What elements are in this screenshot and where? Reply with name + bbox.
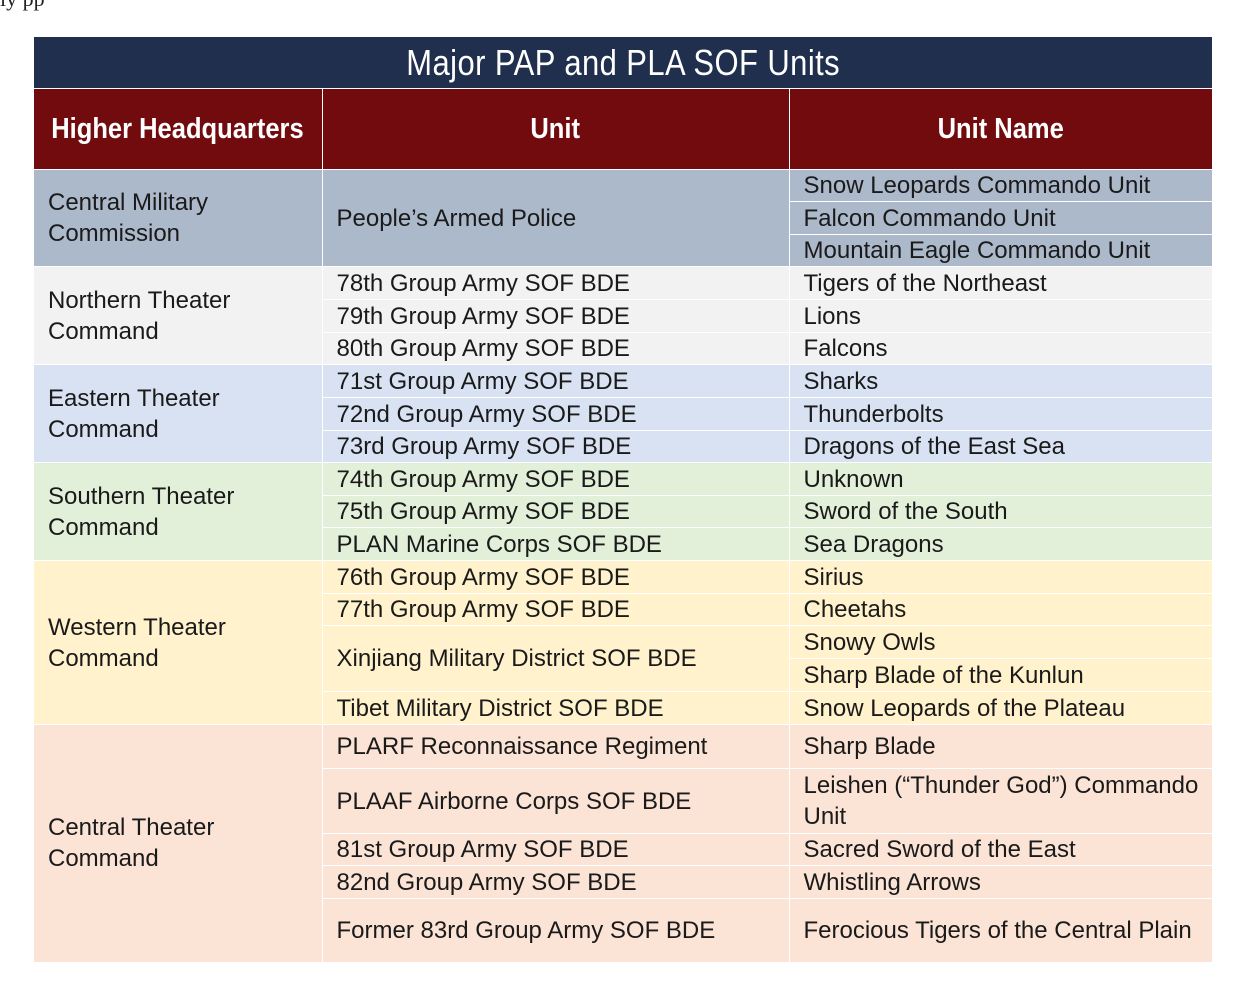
unit-cell: 71st Group Army SOF BDE	[321, 364, 789, 398]
unit-cell: 77th Group Army SOF BDE	[321, 593, 789, 626]
unit-name-cell: Falcons	[788, 332, 1213, 365]
unit-name-cell: Snow Leopards Commando Unit	[788, 169, 1213, 202]
table-row: Mountain Eagle Commando Unit	[34, 234, 1213, 267]
table-row: 79th Group Army SOF BDE Lions	[34, 299, 1213, 333]
table-row: 77th Group Army SOF BDE Cheetahs	[34, 593, 1213, 626]
preceding-text-fragment: ly pp	[0, 0, 45, 12]
unit-name-cell: Falcon Commando Unit	[788, 201, 1213, 235]
table-row: Eastern Theater Command 71st Group Army S…	[34, 364, 1213, 463]
table-body: Central Military Commission People’s Arme…	[34, 169, 1213, 962]
higher-headquarters-cell: Central Military Commission	[34, 169, 322, 267]
unit-cell: 80th Group Army SOF BDE	[321, 332, 789, 365]
unit-cell: PLAN Marine Corps SOF BDE	[321, 527, 789, 561]
table-row: 80th Group Army SOF BDE Falcons	[34, 332, 1213, 365]
unit-cell: People’s Armed Police	[321, 169, 789, 267]
unit-cell: Tibet Military District SOF BDE	[321, 691, 789, 725]
unit-cell: PLARF Reconnaissance Regiment	[321, 724, 789, 769]
table-row: Former 83rd Group Army SOF BDE Ferocious …	[34, 898, 1213, 962]
table-row: Central Theater Command PLARF Reconnaissa…	[34, 724, 1213, 962]
header-label: Unit	[530, 113, 581, 145]
unit-name-cell: Cheetahs	[788, 593, 1213, 626]
table-row: Northern Theater Command 78th Group Army …	[34, 266, 1213, 365]
table-row: Southern Theater Command 74th Group Army …	[34, 462, 1213, 561]
table-row: 82nd Group Army SOF BDE Whistling Arrows	[34, 865, 1213, 899]
higher-headquarters-cell: Western Theater Command	[34, 560, 322, 725]
table-row: 75th Group Army SOF BDE Sword of the Sout…	[34, 495, 1213, 528]
unit-name-cell: Unknown	[788, 462, 1213, 496]
unit-name-cell: Snow Leopards of the Plateau	[788, 691, 1213, 725]
table-row: PLAAF Airborne Corps SOF BDE Leishen (“Th…	[34, 768, 1213, 834]
table-row: 73rd Group Army SOF BDE Dragons of the Ea…	[34, 430, 1213, 463]
unit-name-cell: Sacred Sword of the East	[788, 833, 1213, 866]
unit-name-cell: Dragons of the East Sea	[788, 430, 1213, 463]
unit-name-cell: Thunderbolts	[788, 397, 1213, 431]
unit-name-cell: Sea Dragons	[788, 527, 1213, 561]
table-title: Major PAP and PLA SOF Units	[34, 37, 1213, 89]
higher-headquarters-cell: Southern Theater Command	[34, 462, 322, 561]
unit-name-cell: Sharp Blade	[788, 724, 1213, 769]
table-row: Tibet Military District SOF BDE Snow Leop…	[34, 691, 1213, 725]
higher-headquarters-cell: Northern Theater Command	[34, 266, 322, 365]
unit-name-cell: Tigers of the Northeast	[788, 266, 1213, 300]
table-row: Sharp Blade of the Kunlun	[34, 658, 1213, 692]
table-row: 81st Group Army SOF BDE Sacred Sword of t…	[34, 833, 1213, 866]
header-label: Unit Name	[937, 113, 1064, 145]
table-row: Xinjiang Military District SOF BDE Snowy …	[34, 625, 1213, 692]
unit-cell: 76th Group Army SOF BDE	[321, 560, 789, 594]
table-row: Western Theater Command 76th Group Army S…	[34, 560, 1213, 725]
unit-name-cell: Ferocious Tigers of the Central Plain	[788, 898, 1213, 962]
unit-name-cell: Mountain Eagle Commando Unit	[788, 234, 1213, 267]
unit-name-cell: Whistling Arrows	[788, 865, 1213, 899]
unit-name-cell: Snowy Owls	[788, 625, 1213, 659]
higher-headquarters-cell: Central Theater Command	[34, 724, 322, 962]
unit-cell: 81st Group Army SOF BDE	[321, 833, 789, 866]
unit-name-cell: Sharp Blade of the Kunlun	[788, 658, 1213, 692]
table-row: PLAN Marine Corps SOF BDE Sea Dragons	[34, 527, 1213, 561]
higher-headquarters-cell: Eastern Theater Command	[34, 364, 322, 463]
header-label: Higher Headquarters	[51, 113, 304, 145]
unit-cell: 72nd Group Army SOF BDE	[321, 397, 789, 431]
table-row: 72nd Group Army SOF BDE Thunderbolts	[34, 397, 1213, 431]
unit-name-cell: Leishen (“Thunder God”) Commando Unit	[788, 768, 1213, 834]
unit-cell: 73rd Group Army SOF BDE	[321, 430, 789, 463]
header-unit: Unit	[321, 88, 789, 170]
unit-cell: 78th Group Army SOF BDE	[321, 266, 789, 300]
unit-name-cell: Sword of the South	[788, 495, 1213, 528]
sof-units-table: Major PAP and PLA SOF Units Higher Headq…	[34, 37, 1213, 962]
header-unit-name: Unit Name	[788, 88, 1213, 170]
table-title-text: Major PAP and PLA SOF Units	[406, 41, 840, 83]
unit-cell: 79th Group Army SOF BDE	[321, 299, 789, 333]
table-row: Falcon Commando Unit	[34, 201, 1213, 235]
unit-cell: PLAAF Airborne Corps SOF BDE	[321, 768, 789, 834]
unit-name-cell: Lions	[788, 299, 1213, 333]
unit-cell: 75th Group Army SOF BDE	[321, 495, 789, 528]
unit-cell: 74th Group Army SOF BDE	[321, 462, 789, 496]
unit-name-cell: Sharks	[788, 364, 1213, 398]
unit-cell: Former 83rd Group Army SOF BDE	[321, 898, 789, 962]
header-higher-headquarters: Higher Headquarters	[34, 88, 322, 170]
table-row: Central Military Commission People’s Arme…	[34, 169, 1213, 267]
unit-cell: 82nd Group Army SOF BDE	[321, 865, 789, 899]
unit-cell: Xinjiang Military District SOF BDE	[321, 625, 789, 692]
unit-name-cell: Sirius	[788, 560, 1213, 594]
